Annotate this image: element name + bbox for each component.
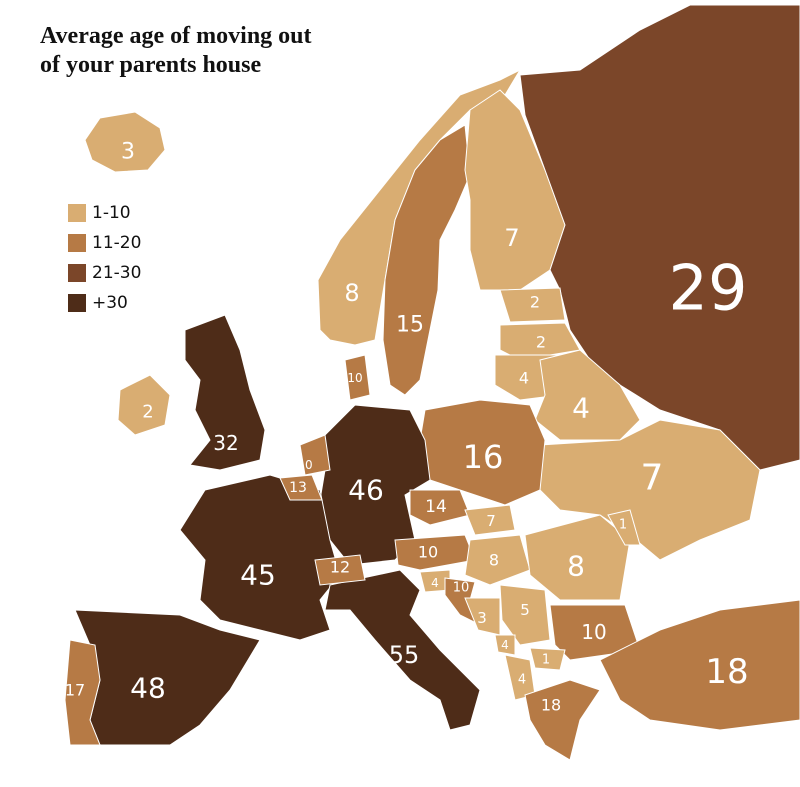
- legend-label: 21-30: [92, 263, 141, 283]
- region-value: 13: [289, 480, 307, 496]
- legend-label: 1-10: [92, 203, 131, 223]
- region: [279, 474, 323, 501]
- region: [409, 489, 471, 526]
- region-value: 29: [669, 252, 748, 325]
- title-line: of your parents house: [40, 52, 261, 78]
- region-value: 2: [142, 402, 153, 423]
- region: [314, 554, 366, 586]
- region-value: 48: [130, 672, 166, 705]
- region-value: 7: [641, 458, 664, 499]
- region: [539, 419, 761, 561]
- legend-swatch: [68, 294, 86, 312]
- region-value: 10: [347, 371, 362, 385]
- region-value: 7: [486, 512, 496, 530]
- region-value: 1: [542, 653, 550, 668]
- region-value: 1: [619, 518, 627, 533]
- region: [464, 89, 566, 291]
- region-value: 3: [121, 140, 135, 165]
- legend-label: 11-20: [92, 233, 141, 253]
- region-value: 4: [518, 673, 526, 688]
- region: [499, 287, 566, 323]
- legend-swatch: [68, 204, 86, 222]
- region-value: 7: [504, 224, 519, 252]
- legend-label: +30: [92, 293, 128, 313]
- region-value: 4: [572, 392, 590, 425]
- region-value: 10: [418, 543, 438, 562]
- region: [494, 634, 516, 656]
- region: [117, 374, 171, 436]
- region-value: 8: [567, 550, 585, 583]
- region-value: 17: [65, 681, 85, 700]
- region-value: 10: [581, 620, 606, 644]
- region-value: 4: [519, 369, 529, 388]
- region-value: 8: [489, 551, 499, 570]
- region-value: 4: [501, 638, 509, 652]
- region: [344, 354, 371, 401]
- region: [299, 434, 331, 476]
- region-value: 12: [330, 558, 350, 577]
- region-value: 45: [240, 559, 276, 592]
- region: [607, 509, 641, 546]
- region: [324, 569, 481, 731]
- region-value: 8: [344, 279, 359, 307]
- region-value: 2: [536, 333, 546, 352]
- region: [499, 584, 551, 646]
- region: [184, 314, 266, 471]
- region-value: 16: [463, 438, 504, 476]
- region: [524, 679, 601, 761]
- region-value: 3: [477, 609, 487, 627]
- region-value: 32: [213, 431, 238, 455]
- region: [529, 647, 566, 671]
- region-value: 46: [348, 474, 384, 507]
- region-value: 55: [389, 641, 420, 669]
- region: [524, 514, 631, 601]
- region: [519, 4, 800, 471]
- region: [464, 504, 516, 536]
- region-value: 4: [431, 576, 439, 590]
- region-value: 10: [453, 581, 470, 596]
- region-value: 2: [530, 293, 540, 312]
- region-value: 14: [425, 497, 447, 517]
- region: [599, 599, 800, 731]
- legend-swatch: [68, 234, 86, 252]
- region: [64, 639, 101, 746]
- region-value: 15: [396, 313, 424, 338]
- region: [549, 604, 641, 661]
- legend-swatch: [68, 264, 86, 282]
- region: [382, 124, 471, 396]
- title-line: Average age of moving out: [40, 23, 312, 49]
- region-value: 10: [297, 458, 312, 472]
- region-value: 5: [520, 601, 530, 619]
- region: [394, 534, 476, 571]
- region-value: 18: [541, 696, 561, 715]
- region: [464, 534, 531, 586]
- region: [84, 111, 166, 173]
- region-value: 18: [705, 652, 748, 692]
